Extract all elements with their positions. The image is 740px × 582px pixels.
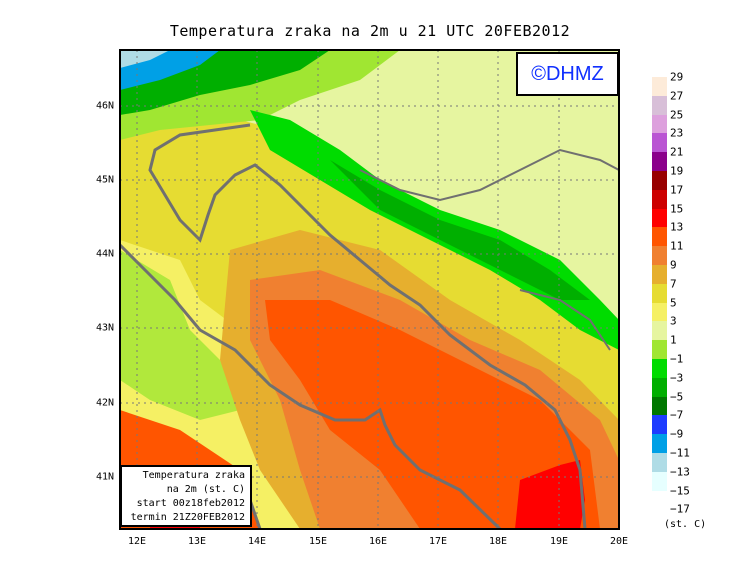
legend-label: 15 xyxy=(670,202,684,216)
lon-tick: 13E xyxy=(187,536,207,547)
legend-swatch xyxy=(652,265,667,285)
field-11-13 xyxy=(265,300,600,529)
lat-tick: 46N xyxy=(96,100,115,112)
field-italy-green xyxy=(120,250,240,420)
legend-unit: (st. C) xyxy=(664,519,707,530)
legend-swatch xyxy=(652,471,667,492)
legend-label: 25 xyxy=(670,108,684,122)
legend-swatch xyxy=(652,415,667,435)
legend-label: −17 xyxy=(670,502,690,516)
legend-label: 17 xyxy=(670,183,684,197)
legend-label: −1 xyxy=(670,352,684,366)
field-minus5-minus3 xyxy=(330,160,590,300)
map-title: Temperatura zraka na 2m u 21 UTC 20FEB20… xyxy=(169,22,571,40)
legend-swatch xyxy=(652,359,667,379)
lon-tick: 20E xyxy=(609,536,629,547)
legend-label: 5 xyxy=(670,296,677,310)
lon-tick: 16E xyxy=(368,536,388,547)
legend-label: −7 xyxy=(670,408,684,422)
plot-frame xyxy=(119,49,620,530)
lat-tick: 41N xyxy=(96,471,115,483)
lon-tick: 15E xyxy=(308,536,328,547)
legend-label: −9 xyxy=(670,427,684,441)
legend-label: 21 xyxy=(670,145,684,159)
info-line: na 2m (st. C) xyxy=(166,484,245,495)
graticule xyxy=(120,50,619,529)
dhmz-logo: ©DHMZ xyxy=(516,52,619,96)
field-minus13-minus11 xyxy=(120,50,170,68)
legend-swatch xyxy=(652,321,667,341)
lat-tick: 42N xyxy=(96,397,115,409)
legend-label: −3 xyxy=(670,371,684,385)
legend-swatch xyxy=(652,95,667,116)
legend-swatch xyxy=(652,283,667,304)
legend-label: −15 xyxy=(670,484,690,498)
legend-label: 27 xyxy=(670,89,684,103)
legend-label: 29 xyxy=(670,70,684,84)
lon-tick: 18E xyxy=(488,536,508,547)
legend-swatch xyxy=(652,171,667,191)
legend-swatch xyxy=(652,434,667,454)
info-line: Temperatura zraka xyxy=(142,470,245,481)
lat-tick: 44N xyxy=(96,248,115,260)
legend-swatch xyxy=(652,396,667,416)
legend-swatch xyxy=(652,377,667,398)
legend-swatch xyxy=(652,152,667,172)
legend-swatch xyxy=(652,189,667,210)
legend-label: −11 xyxy=(670,446,690,460)
lon-tick: 12E xyxy=(127,536,147,547)
legend-swatch xyxy=(652,133,667,153)
info-line: termin 21Z20FEB2012 xyxy=(130,512,245,523)
info-line: start 00z18feb2012 xyxy=(136,498,245,509)
legend-label: 3 xyxy=(670,314,677,328)
legend-label: −13 xyxy=(670,465,690,479)
legend-label: 9 xyxy=(670,258,677,272)
lon-tick: 17E xyxy=(428,536,448,547)
legend-label: 7 xyxy=(670,277,677,291)
legend-label: 13 xyxy=(670,220,684,234)
legend-swatch xyxy=(652,208,667,228)
legend-label: 1 xyxy=(670,333,677,347)
legend-swatch xyxy=(652,77,667,97)
legend-label: 11 xyxy=(670,239,684,253)
legend-swatch xyxy=(652,114,667,134)
field-13-15 xyxy=(515,460,585,529)
legend-swatch xyxy=(652,453,667,473)
legend-swatch xyxy=(652,302,667,322)
lat-tick: 45N xyxy=(96,174,115,186)
lon-tick: 19E xyxy=(549,536,569,547)
legend-label: 23 xyxy=(670,126,684,140)
legend-label: −5 xyxy=(670,390,684,404)
lon-tick: 14E xyxy=(247,536,267,547)
legend-swatch xyxy=(652,340,667,360)
legend-swatch xyxy=(652,246,667,266)
lat-tick: 43N xyxy=(96,322,115,334)
legend-label: 19 xyxy=(670,164,684,178)
legend-swatch xyxy=(652,227,667,247)
info-box: Temperatura zraka na 2m (st. C) start 00… xyxy=(120,465,252,527)
